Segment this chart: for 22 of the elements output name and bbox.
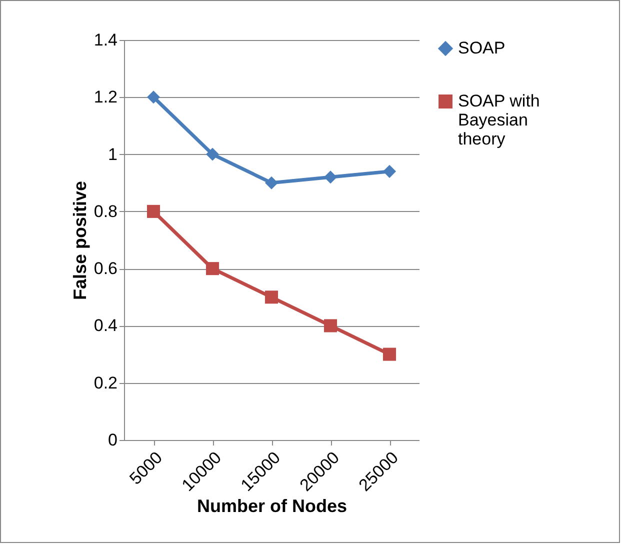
point xyxy=(382,348,396,361)
y-tick-label: 0.2 xyxy=(94,373,118,392)
point xyxy=(206,262,220,276)
x-axis-title: Number of Nodes xyxy=(196,496,348,516)
point xyxy=(206,148,220,161)
y-tick-label: 0.8 xyxy=(94,202,118,221)
y-tick-label: 0.4 xyxy=(94,316,118,336)
point xyxy=(382,164,396,178)
y-axis-title: False positive xyxy=(70,180,90,300)
point xyxy=(264,290,278,304)
y-tick-label: 1 xyxy=(108,144,118,164)
point xyxy=(146,204,160,218)
y-tick-label: 1.4 xyxy=(94,30,118,50)
point xyxy=(324,170,338,184)
point xyxy=(146,90,160,104)
point xyxy=(264,176,278,190)
y-tick-label: 0 xyxy=(108,430,118,450)
legend-label: SOAP with Bayesian theory xyxy=(458,92,540,148)
legend-label: SOAP xyxy=(458,38,506,58)
y-tick-label: 0.6 xyxy=(94,259,118,278)
point xyxy=(324,319,338,332)
y-tick-label: 1.2 xyxy=(94,88,118,107)
